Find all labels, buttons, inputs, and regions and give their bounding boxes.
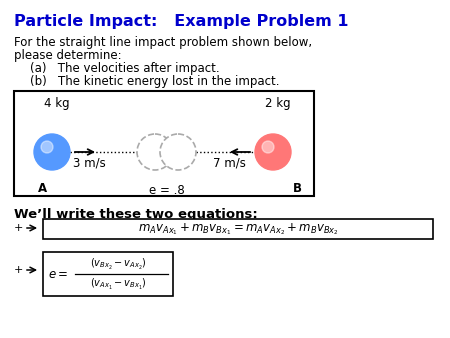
Circle shape (255, 134, 291, 170)
Text: Particle Impact:   Example Problem 1: Particle Impact: Example Problem 1 (14, 14, 348, 29)
Text: We’ll write these two equations:: We’ll write these two equations: (14, 208, 258, 221)
Text: 2 kg: 2 kg (265, 97, 291, 110)
Text: $m_Av_{Ax_1} + m_Bv_{Bx_1}  =  m_Av_{Ax_2} + m_Bv_{Bx_2}$: $m_Av_{Ax_1} + m_Bv_{Bx_1} = m_Av_{Ax_2}… (138, 221, 338, 237)
Text: $(v_{Ax_1} - v_{Bx_1})$: $(v_{Ax_1} - v_{Bx_1})$ (90, 276, 146, 292)
Text: $(v_{Bx_2} - v_{Ax_2})$: $(v_{Bx_2} - v_{Ax_2})$ (90, 257, 146, 271)
Bar (43, 219, 433, 239)
Text: 7 m/s: 7 m/s (213, 156, 246, 169)
Text: 3 m/s: 3 m/s (73, 156, 106, 169)
Circle shape (160, 134, 196, 170)
Text: A: A (38, 182, 47, 195)
Circle shape (262, 141, 274, 153)
Text: 4 kg: 4 kg (44, 97, 70, 110)
Text: (a)   The velocities after impact.: (a) The velocities after impact. (30, 62, 220, 75)
Circle shape (41, 141, 53, 153)
Circle shape (137, 134, 173, 170)
Bar (43, 252, 173, 296)
Text: +: + (14, 265, 22, 275)
Text: e = .8: e = .8 (148, 184, 184, 197)
Bar (14, 91, 314, 196)
Text: For the straight line impact problem shown below,: For the straight line impact problem sho… (14, 36, 312, 49)
Text: B: B (293, 182, 302, 195)
Text: +: + (14, 223, 22, 233)
Circle shape (34, 134, 70, 170)
Text: please determine:: please determine: (14, 49, 122, 62)
Text: (b)   The kinetic energy lost in the impact.: (b) The kinetic energy lost in the impac… (30, 75, 279, 88)
Text: $e=$: $e=$ (48, 267, 68, 281)
